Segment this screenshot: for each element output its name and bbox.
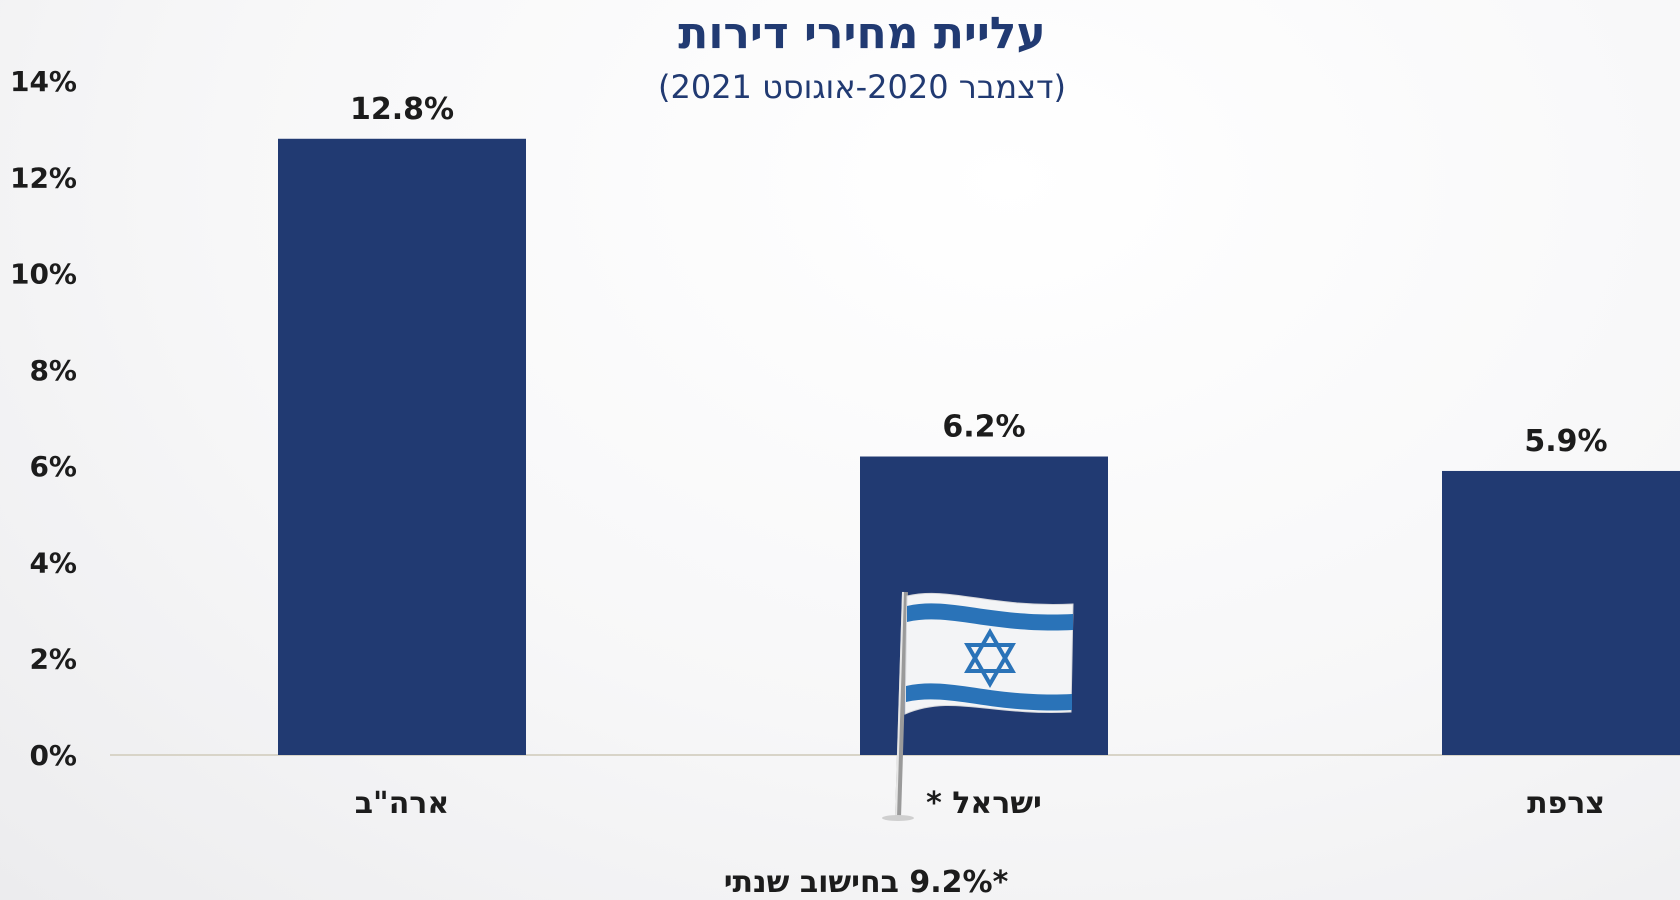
y-tick-label: 4% bbox=[29, 546, 77, 579]
bar bbox=[278, 138, 526, 755]
bar-value-label: 12.8% bbox=[350, 92, 454, 127]
y-tick-label: 0% bbox=[29, 739, 77, 772]
israel-flag-icon bbox=[882, 591, 1074, 821]
footnote: *9.2% בחישוב שנתי bbox=[724, 865, 1009, 900]
bar-value-label: 6.2% bbox=[942, 410, 1025, 445]
bar bbox=[1442, 470, 1680, 755]
category-labels: ארה"ב ישראל * צרפת bbox=[355, 786, 1605, 821]
category-label: ארה"ב bbox=[355, 786, 449, 821]
chart-subtitle: (דצמבר 2020-אוגוסט 2021) bbox=[658, 68, 1066, 106]
y-tick-label: 10% bbox=[10, 258, 77, 291]
y-tick-label: 12% bbox=[10, 161, 77, 194]
y-tick-label: 8% bbox=[29, 354, 77, 387]
y-tick-label: 2% bbox=[29, 643, 77, 676]
category-label: צרפת bbox=[1527, 786, 1605, 821]
chart-title: עליית מחירי דירות bbox=[678, 8, 1045, 59]
category-label: ישראל * bbox=[926, 786, 1042, 821]
y-tick-label: 6% bbox=[29, 450, 77, 483]
y-axis: 0% 2% 4% 6% 8% 10% 12% 14% bbox=[10, 65, 77, 772]
y-tick-label: 14% bbox=[10, 65, 77, 98]
bar-value-label: 5.9% bbox=[1524, 424, 1607, 459]
